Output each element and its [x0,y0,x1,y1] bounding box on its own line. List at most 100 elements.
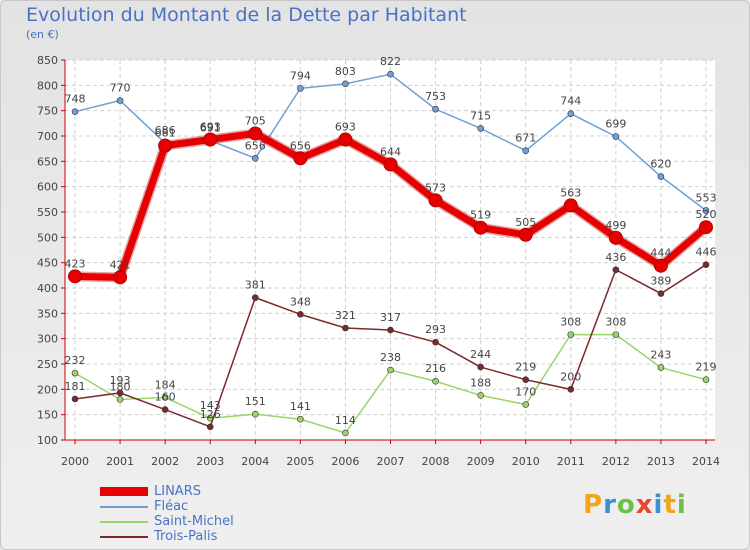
x-tick-label: 2009 [467,455,495,468]
data-label-fl-ac: 748 [65,93,86,106]
y-tick-label: 350 [37,307,58,320]
y-tick-label: 300 [37,333,58,346]
data-point-trois-palis [251,294,259,301]
legend-item-trois-palis: Trois-Palis [100,529,234,544]
data-label-fl-ac: 753 [425,90,446,103]
logo-letter: i [653,490,664,520]
data-point-linars [338,132,353,147]
x-tick-label: 2002 [151,455,179,468]
legend-swatch [100,520,148,523]
data-label-linars: 505 [515,216,536,229]
data-label-fl-ac: 699 [605,118,626,131]
y-tick-label: 200 [37,383,58,396]
data-point-linars [473,220,488,235]
data-label-fl-ac: 822 [380,55,401,68]
data-point-fl-ac [71,108,79,115]
data-label-linars: 520 [696,208,717,221]
data-label-fl-ac: 803 [335,65,356,78]
legend-item-saint-michel: Saint-Michel [100,514,234,529]
data-label-saint-michel: 243 [650,349,671,362]
data-point-linars [293,151,308,166]
logo-letter: o [616,490,636,520]
data-point-saint-michel [702,376,710,384]
chart-subtitle: (en €) [26,28,59,41]
data-label-linars: 644 [380,145,401,158]
data-label-trois-palis: 436 [605,251,626,264]
data-label-linars: 444 [650,247,671,260]
data-label-saint-michel: 143 [200,399,221,412]
data-label-fl-ac: 794 [290,69,311,82]
y-tick-label: 500 [37,231,58,244]
y-tick-label: 150 [37,409,58,422]
data-point-saint-michel [387,366,394,374]
x-tick-label: 2006 [331,455,359,468]
data-point-linars [383,157,398,172]
data-point-saint-michel [342,429,349,437]
chart-title: Evolution du Montant de la Dette par Hab… [26,4,467,26]
data-point-trois-palis [342,324,349,332]
data-label-trois-palis: 381 [245,279,266,292]
data-point-saint-michel [116,396,124,403]
data-point-linars [608,230,623,245]
data-label-trois-palis: 160 [155,391,176,404]
data-label-fl-ac: 553 [696,191,717,204]
x-tick-label: 2001 [106,455,134,468]
data-point-linars [113,270,128,285]
data-point-linars [158,138,173,153]
y-tick-label: 650 [37,155,58,168]
data-label-saint-michel: 151 [245,395,266,408]
y-tick-label: 250 [37,358,58,371]
data-label-saint-michel: 114 [335,414,356,427]
data-point-trois-palis [477,363,484,371]
data-label-saint-michel: 184 [155,378,176,391]
data-point-fl-ac [116,97,124,104]
data-point-linars [248,126,263,141]
data-label-trois-palis: 446 [696,246,717,259]
x-tick-label: 2000 [61,455,89,468]
data-label-saint-michel: 308 [560,316,581,329]
data-point-trois-palis [161,406,169,413]
data-label-saint-michel: 180 [110,380,131,393]
data-label-saint-michel: 170 [515,386,536,399]
data-label-linars: 519 [470,209,491,222]
x-tick-label: 2013 [647,455,675,468]
data-point-fl-ac [432,105,439,113]
legend-label: LINARS [154,484,201,499]
data-point-saint-michel [161,394,169,401]
data-point-saint-michel [297,415,304,423]
y-tick-label: 600 [37,181,58,194]
data-point-fl-ac [702,207,710,214]
data-point-saint-michel [251,410,259,418]
data-point-saint-michel [612,331,620,338]
data-label-saint-michel: 219 [696,361,717,374]
data-point-linars [563,198,578,213]
data-label-linars: 563 [560,186,581,199]
y-tick-label: 750 [37,105,58,118]
data-label-trois-palis: 193 [110,374,131,387]
data-label-fl-ac: 671 [515,132,536,145]
data-point-trois-palis [612,266,620,274]
data-point-saint-michel [567,331,575,338]
data-point-trois-palis [702,261,710,268]
data-label-linars: 693 [335,121,356,134]
data-point-fl-ac [657,173,665,180]
data-point-trois-palis [297,311,304,318]
y-tick-label: 100 [37,434,58,447]
data-label-linars: 499 [605,219,626,232]
data-point-fl-ac [477,125,484,132]
data-label-saint-michel: 308 [605,316,626,329]
data-point-linars [203,132,218,147]
data-label-trois-palis: 317 [380,311,401,324]
data-label-trois-palis: 348 [290,295,311,308]
data-label-trois-palis: 200 [560,370,581,383]
chart-legend: LINARS Fléac Saint-Michel Trois-Palis [100,484,234,544]
data-label-fl-ac: 620 [650,158,671,171]
x-tick-label: 2014 [692,455,720,468]
logo-letter: r [603,490,617,520]
x-tick-label: 2005 [286,455,314,468]
y-tick-label: 800 [37,79,58,92]
data-point-saint-michel [432,377,439,385]
data-label-saint-michel: 232 [65,354,86,367]
data-point-fl-ac [612,133,620,140]
data-point-trois-palis [522,376,530,384]
